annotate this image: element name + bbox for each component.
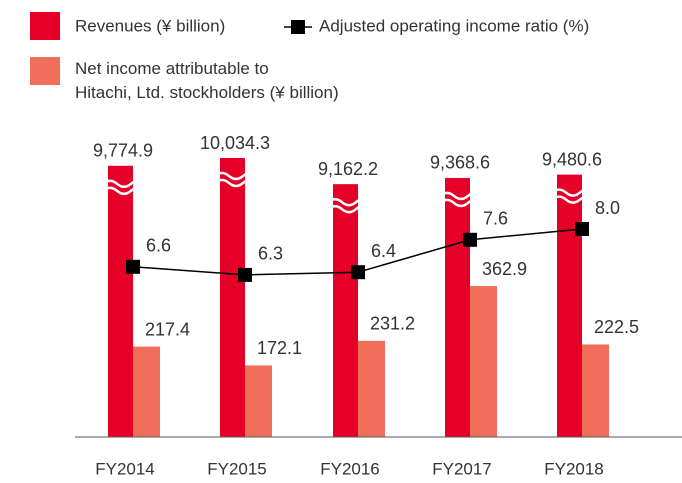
axis-break bbox=[327, 204, 371, 214]
data-label: 8.0 bbox=[595, 198, 620, 218]
x-tick-label: FY2018 bbox=[544, 459, 604, 478]
data-label: 9,774.9 bbox=[93, 141, 153, 161]
axis-break bbox=[214, 171, 258, 181]
data-label: 9,162.2 bbox=[318, 159, 378, 179]
data-label: 9,480.6 bbox=[542, 149, 602, 169]
data-label: 6.3 bbox=[258, 244, 283, 264]
axis-break bbox=[102, 186, 146, 196]
axis-break bbox=[439, 191, 483, 201]
bar bbox=[108, 165, 133, 438]
bar bbox=[557, 174, 582, 437]
line-marker bbox=[351, 265, 365, 280]
bar bbox=[445, 177, 470, 437]
axis-break bbox=[102, 179, 146, 189]
legend-swatch bbox=[30, 12, 60, 40]
line-marker bbox=[575, 222, 589, 236]
x-tick-label: FY2016 bbox=[320, 459, 380, 478]
legend-label: Adjusted operating income ratio (%) bbox=[319, 16, 589, 35]
data-label: 231.2 bbox=[370, 314, 415, 334]
line-marker bbox=[126, 259, 140, 274]
legend-swatch bbox=[30, 57, 60, 85]
legend-label: Revenues (¥ billion) bbox=[75, 16, 225, 35]
bar bbox=[245, 365, 272, 437]
data-label: 222.5 bbox=[594, 317, 639, 337]
axis-break bbox=[551, 195, 595, 204]
axis-break bbox=[327, 197, 371, 207]
data-label: 7.6 bbox=[483, 209, 508, 229]
data-label: 10,034.3 bbox=[200, 133, 270, 153]
bar bbox=[333, 184, 358, 437]
bar bbox=[582, 344, 609, 437]
legend-label: Net income attributable to Hitachi, Ltd.… bbox=[75, 59, 339, 102]
data-label: 6.6 bbox=[146, 236, 171, 256]
line-marker bbox=[238, 267, 252, 282]
x-tick-label: FY2014 bbox=[95, 459, 155, 478]
bar bbox=[358, 340, 385, 437]
x-tick-label: FY2015 bbox=[207, 459, 267, 478]
axis-break bbox=[439, 198, 483, 208]
axis-break bbox=[551, 188, 595, 197]
bar bbox=[133, 346, 160, 437]
bar bbox=[470, 286, 497, 437]
line-marker bbox=[463, 232, 477, 247]
data-label: 217.4 bbox=[145, 319, 190, 339]
x-tick-label: FY2017 bbox=[432, 459, 492, 478]
bar bbox=[220, 158, 245, 437]
legend-marker bbox=[291, 20, 305, 34]
data-label: 362.9 bbox=[482, 259, 527, 279]
data-label: 6.4 bbox=[371, 241, 396, 261]
axis-break bbox=[214, 178, 258, 188]
data-label: 9,368.6 bbox=[430, 153, 490, 173]
data-label: 172.1 bbox=[257, 338, 302, 358]
